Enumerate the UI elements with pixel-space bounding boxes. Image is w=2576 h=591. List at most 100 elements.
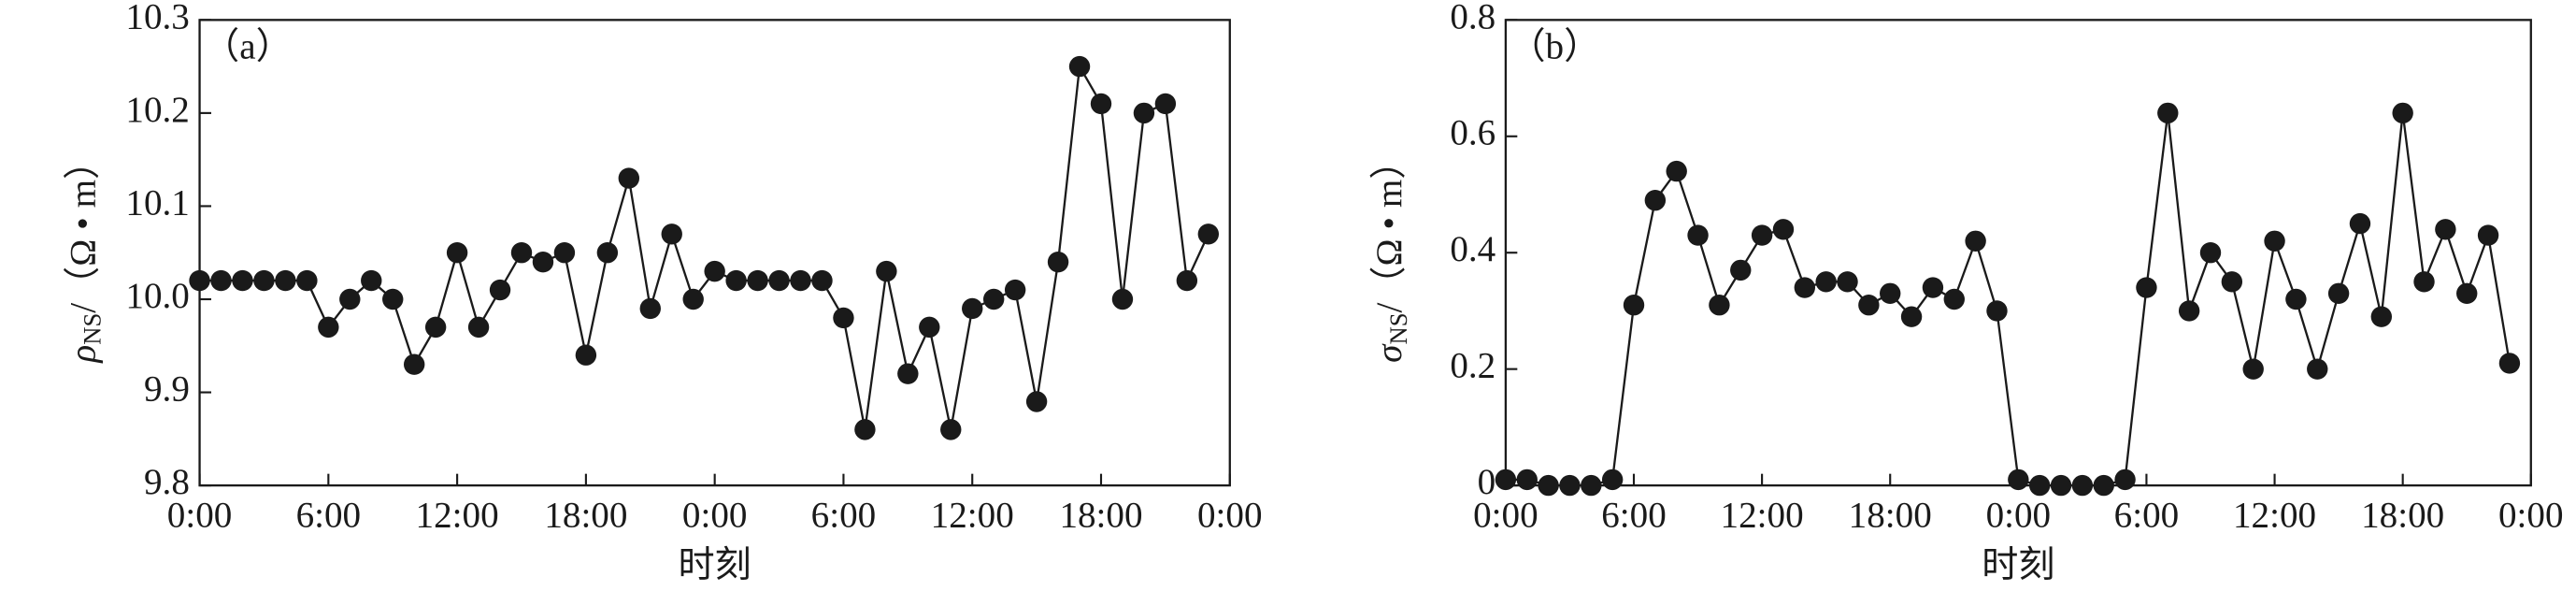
y-tick-label: 10.0 bbox=[125, 276, 189, 316]
y-tick-label: 10.3 bbox=[125, 0, 189, 36]
data-point bbox=[1687, 224, 1709, 246]
x-axis-label: 时刻 bbox=[1982, 545, 2054, 585]
data-point bbox=[833, 307, 854, 329]
y-tick-label: 10.2 bbox=[125, 90, 189, 130]
data-point bbox=[553, 242, 576, 264]
x-tick-label: 12:00 bbox=[931, 496, 1014, 536]
data-point bbox=[2413, 271, 2435, 293]
annotation: （a） bbox=[203, 26, 293, 66]
y-tick-label: 0.2 bbox=[1450, 346, 1496, 386]
data-point bbox=[424, 316, 447, 339]
data-point bbox=[1581, 474, 1602, 497]
data-point bbox=[2008, 468, 2029, 491]
data-point bbox=[790, 269, 811, 292]
data-point bbox=[296, 269, 318, 292]
data-point bbox=[489, 279, 511, 301]
plot-frame bbox=[1504, 19, 2532, 487]
x-tick-label: 6:00 bbox=[811, 496, 877, 536]
data-point bbox=[2178, 300, 2200, 322]
data-point bbox=[1644, 190, 1667, 211]
data-point bbox=[2327, 282, 2350, 304]
data-point bbox=[510, 242, 533, 264]
y-tick-label: 0.6 bbox=[1450, 113, 1496, 153]
data-point bbox=[382, 288, 404, 310]
data-point bbox=[1858, 295, 1880, 316]
data-point bbox=[1880, 282, 1901, 304]
y-tick-label: 0.8 bbox=[1450, 0, 1496, 36]
data-point bbox=[1516, 468, 1538, 491]
data-point bbox=[532, 251, 554, 273]
data-point bbox=[2093, 474, 2114, 497]
data-point bbox=[318, 316, 339, 339]
x-tick-label: 0:00 bbox=[167, 496, 233, 536]
x-tick-label: 12:00 bbox=[416, 496, 499, 536]
data-point bbox=[1133, 102, 1155, 124]
y-label-subscript: NS bbox=[1384, 312, 1412, 344]
data-point bbox=[704, 260, 725, 282]
data-point bbox=[1922, 277, 1944, 298]
data-point bbox=[596, 242, 619, 264]
x-tick-label: 12:00 bbox=[1721, 496, 1804, 536]
x-tick-label: 0:00 bbox=[1473, 496, 1538, 536]
data-point bbox=[919, 316, 940, 339]
data-point bbox=[1772, 219, 1795, 240]
x-axis-label: 时刻 bbox=[679, 545, 751, 585]
data-point bbox=[361, 269, 382, 292]
data-point bbox=[2050, 474, 2072, 497]
data-point bbox=[189, 269, 210, 292]
data-point bbox=[811, 269, 833, 292]
data-point bbox=[467, 316, 490, 339]
data-point bbox=[618, 167, 640, 189]
data-point bbox=[2370, 306, 2393, 327]
x-tick-label: 0:00 bbox=[2498, 496, 2564, 536]
y-label-unit: /（Ω • m） bbox=[64, 143, 104, 313]
data-point bbox=[1495, 468, 1517, 491]
data-point bbox=[339, 288, 361, 310]
data-point bbox=[1965, 230, 1986, 252]
data-point bbox=[210, 269, 232, 292]
y-tick-label: 10.1 bbox=[125, 182, 189, 223]
data-point bbox=[747, 269, 768, 292]
data-point bbox=[1197, 223, 1220, 245]
x-tick-label: 0:00 bbox=[1986, 496, 2052, 536]
data-point bbox=[2221, 271, 2243, 293]
data-point bbox=[682, 288, 704, 310]
data-point bbox=[253, 269, 275, 292]
data-point bbox=[1623, 295, 1645, 316]
data-point bbox=[1837, 271, 1858, 293]
data-point bbox=[1794, 277, 1816, 298]
data-point bbox=[940, 419, 962, 440]
data-point bbox=[2392, 102, 2413, 124]
data-point bbox=[575, 344, 597, 366]
y-axis-label: σNS/（Ω • m） bbox=[1369, 143, 1412, 363]
data-point bbox=[1751, 224, 1773, 246]
x-tick-label: 18:00 bbox=[1849, 496, 1932, 536]
data-point bbox=[661, 223, 682, 245]
data-point bbox=[1709, 295, 1730, 316]
x-tick-label: 18:00 bbox=[544, 496, 627, 536]
data-point bbox=[1559, 474, 1581, 497]
x-tick-label: 18:00 bbox=[1059, 496, 1142, 536]
data-point bbox=[2307, 358, 2328, 380]
y-tick-label: 0.4 bbox=[1450, 229, 1496, 269]
data-point bbox=[854, 419, 876, 440]
data-point bbox=[897, 363, 919, 384]
data-point bbox=[768, 269, 790, 292]
data-point bbox=[725, 269, 747, 292]
data-point bbox=[2114, 468, 2136, 491]
data-point bbox=[1986, 300, 2008, 322]
x-tick-label: 18:00 bbox=[2361, 496, 2444, 536]
data-point bbox=[2264, 230, 2285, 252]
data-point bbox=[1666, 160, 1687, 182]
data-point bbox=[1068, 55, 1091, 78]
data-point bbox=[2477, 224, 2499, 246]
data-point bbox=[2071, 474, 2094, 497]
x-tick-label: 0:00 bbox=[1197, 496, 1263, 536]
data-point bbox=[2157, 102, 2179, 124]
x-tick-label: 6:00 bbox=[1601, 496, 1667, 536]
data-point bbox=[639, 297, 661, 320]
x-tick-label: 12:00 bbox=[2233, 496, 2316, 536]
y-axis-label: ρNS/（Ω • m） bbox=[64, 143, 107, 364]
series-line bbox=[199, 63, 1209, 430]
data-point bbox=[2456, 282, 2478, 304]
